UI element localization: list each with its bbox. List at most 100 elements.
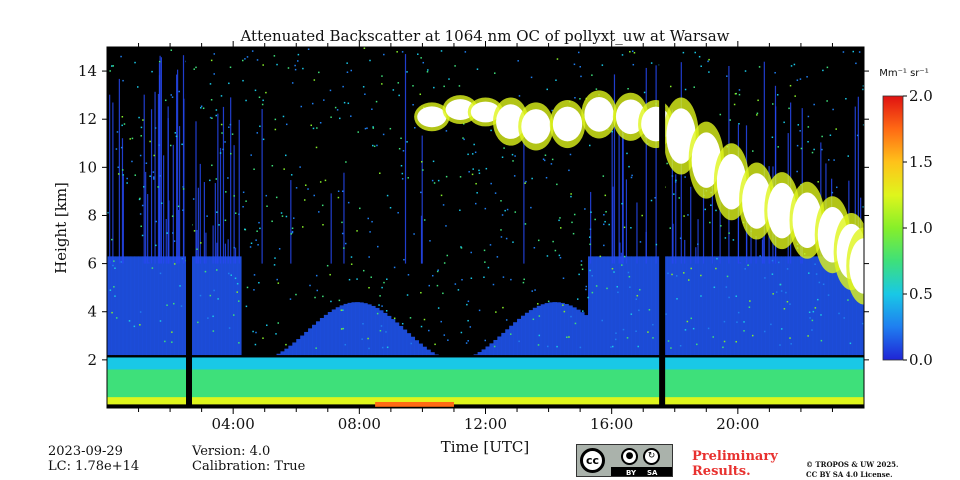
noise-speckle <box>505 319 508 321</box>
noise-speckle <box>466 303 468 306</box>
noise-streak <box>118 78 120 264</box>
noise-speckle <box>197 321 199 324</box>
noise-speckle <box>220 123 223 126</box>
noise-speckle <box>139 213 142 215</box>
signal-band <box>477 352 483 356</box>
noise-speckle <box>627 87 629 90</box>
noise-speckle <box>178 90 180 93</box>
noise-speckle <box>117 173 120 175</box>
noise-speckle <box>230 152 232 155</box>
signal-band <box>568 305 573 356</box>
noise-speckle <box>532 318 535 321</box>
noise-speckle <box>722 346 724 349</box>
noise-speckle <box>471 153 474 155</box>
noise-speckle <box>530 76 533 79</box>
noise-speckle <box>242 79 244 82</box>
noise-speckle <box>287 67 290 69</box>
signal-band <box>536 305 542 356</box>
signal-band <box>197 256 203 356</box>
noise-speckle <box>594 218 596 221</box>
data-gap <box>659 47 666 408</box>
noise-speckle <box>218 224 220 226</box>
noise-speckle <box>158 144 161 146</box>
noise-streak <box>590 191 592 264</box>
signal-band <box>580 312 585 356</box>
noise-speckle <box>250 154 252 156</box>
signal-band <box>225 256 230 356</box>
noise-speckle <box>234 277 237 280</box>
signal-band <box>544 303 550 356</box>
noise-speckle <box>344 242 347 245</box>
signal-band <box>808 256 814 356</box>
noise-speckle <box>814 263 816 265</box>
noise-speckle <box>115 148 118 150</box>
noise-speckle <box>230 274 232 276</box>
noise-speckle <box>639 241 642 243</box>
noise-speckle <box>215 114 217 117</box>
noise-speckle <box>140 135 142 137</box>
noise-speckle <box>682 51 685 54</box>
noise-speckle <box>169 144 172 147</box>
noise-streak <box>238 119 240 264</box>
noise-speckle <box>417 53 419 55</box>
noise-speckle <box>822 69 824 72</box>
noise-speckle <box>400 137 402 140</box>
noise-speckle <box>674 181 677 183</box>
noise-speckle <box>785 291 787 294</box>
signal-band <box>718 256 723 356</box>
noise-speckle <box>603 214 605 216</box>
noise-speckle <box>420 291 422 294</box>
noise-speckle <box>683 272 685 274</box>
noise-speckle <box>379 295 381 297</box>
noise-speckle <box>471 173 474 176</box>
noise-speckle <box>461 278 463 281</box>
noise-speckle <box>617 291 619 294</box>
noise-speckle <box>708 71 710 73</box>
noise-speckle <box>139 324 141 326</box>
noise-speckle <box>847 155 849 157</box>
noise-streak <box>769 258 771 264</box>
noise-speckle <box>789 303 791 305</box>
noise-speckle <box>274 128 277 131</box>
noise-speckle <box>447 339 449 341</box>
noise-speckle <box>463 123 465 125</box>
noise-streak <box>645 67 647 264</box>
signal-band <box>698 256 703 356</box>
noise-speckle <box>337 196 340 199</box>
noise-streak <box>168 200 170 264</box>
noise-speckle <box>192 198 195 200</box>
noise-speckle <box>568 169 570 172</box>
noise-speckle <box>530 206 532 209</box>
noise-speckle <box>723 320 726 323</box>
cirrus-core <box>521 109 551 144</box>
noise-speckle <box>467 153 469 156</box>
noise-speckle <box>838 312 840 315</box>
noise-speckle <box>436 284 439 287</box>
noise-speckle <box>228 82 230 85</box>
noise-speckle <box>122 174 125 176</box>
footer-meta: Version: 4.0 Calibration: True <box>192 444 305 474</box>
noise-speckle <box>489 244 492 246</box>
signal-band <box>603 256 609 356</box>
noise-speckle <box>636 294 639 297</box>
cirrus-core <box>496 104 526 139</box>
noise-speckle <box>728 232 730 234</box>
noise-streak <box>222 106 225 264</box>
share-alike-icon: ↻ <box>643 448 660 465</box>
noise-speckle <box>443 85 445 88</box>
cirrus-core <box>666 108 696 164</box>
noise-speckle <box>291 82 294 84</box>
noise-speckle <box>470 251 472 254</box>
noise-speckle <box>448 78 450 80</box>
noise-speckle <box>346 71 349 73</box>
noise-speckle <box>579 98 581 100</box>
noise-speckle <box>373 145 376 148</box>
noise-speckle <box>262 99 264 102</box>
noise-speckle <box>779 344 781 346</box>
noise-speckle <box>579 346 582 349</box>
noise-streak <box>612 186 614 264</box>
calibration-text: Calibration: True <box>192 459 306 474</box>
noise-speckle <box>572 232 575 235</box>
noise-speckle <box>216 269 218 271</box>
signal-band <box>773 256 778 356</box>
